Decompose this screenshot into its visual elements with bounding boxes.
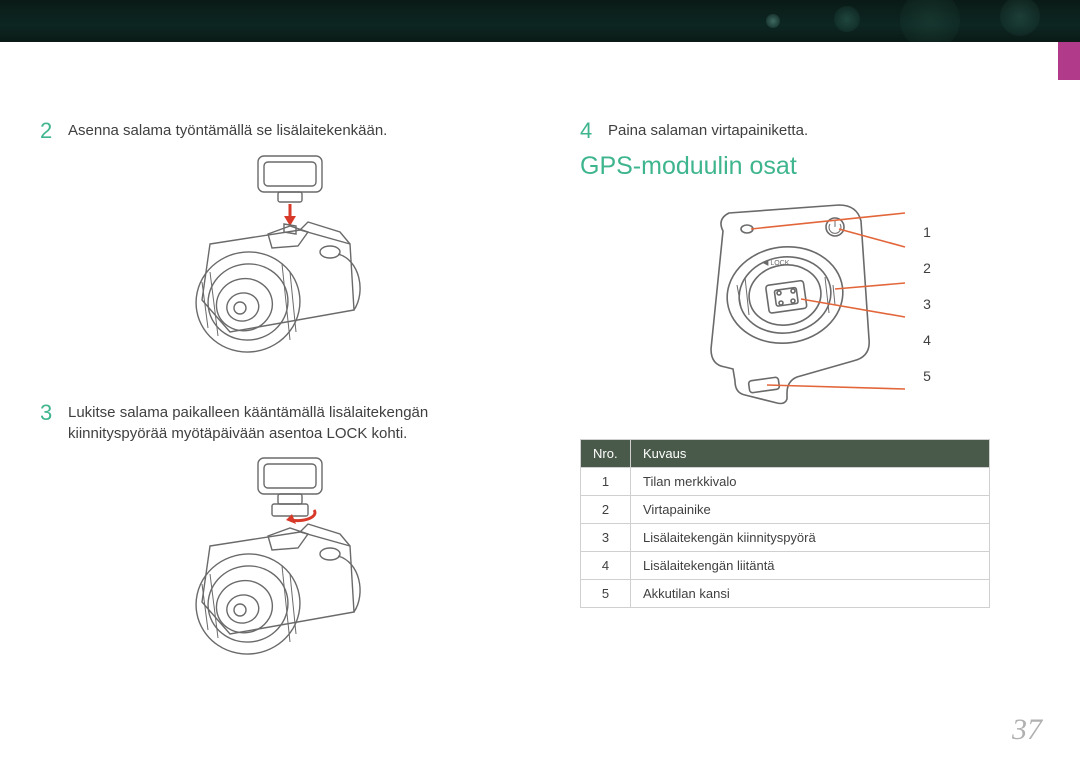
callout-num: 3 xyxy=(923,296,931,312)
gps-diagram: ◀ LOCK 1 xyxy=(580,199,1040,409)
step-text: Lukitse salama paikalleen kääntämällä li… xyxy=(68,402,500,444)
step-text: Asenna salama työntämällä se lisälaiteke… xyxy=(68,120,387,141)
step-4: 4 Paina salaman virtapainiketta. xyxy=(580,120,1040,142)
table-header-cell: Nro. xyxy=(581,440,631,468)
bokeh-deco xyxy=(766,14,780,28)
table-row: 2Virtapainike xyxy=(581,496,990,524)
table-row: 5Akkutilan kansi xyxy=(581,580,990,608)
bokeh-deco xyxy=(900,0,960,42)
table-row: 3Lisälaitekengän kiinnityspyörä xyxy=(581,524,990,552)
table-header-cell: Kuvaus xyxy=(631,440,990,468)
table-row: 1Tilan merkkivalo xyxy=(581,468,990,496)
callout-num: 5 xyxy=(923,368,931,384)
section-title: GPS-moduulin osat xyxy=(580,152,1040,181)
right-column: 4 Paina salaman virtapainiketta. GPS-mod… xyxy=(540,100,1080,765)
content-area: 2 Asenna salama työntämällä se lisälaite… xyxy=(0,100,1080,765)
svg-text:◀ LOCK: ◀ LOCK xyxy=(763,260,790,267)
illustration-camera-2 xyxy=(40,454,500,674)
callout-num: 1 xyxy=(923,224,931,240)
parts-table: Nro. Kuvaus 1Tilan merkkivalo 2Virtapain… xyxy=(580,439,990,608)
step-2: 2 Asenna salama työntämällä se lisälaite… xyxy=(40,120,500,142)
illustration-camera-1 xyxy=(40,152,500,372)
step-number: 2 xyxy=(40,120,58,142)
callout-num: 4 xyxy=(923,332,931,348)
table-row: 4Lisälaitekengän liitäntä xyxy=(581,552,990,580)
step-text: Paina salaman virtapainiketta. xyxy=(608,120,808,141)
step-number: 4 xyxy=(580,120,598,142)
step-3: 3 Lukitse salama paikalleen kääntämällä … xyxy=(40,402,500,444)
header-bar: Kamera > Lisävarusteet xyxy=(0,0,1080,42)
accent-sidebar xyxy=(1058,42,1080,80)
left-column: 2 Asenna salama työntämällä se lisälaite… xyxy=(0,100,540,765)
table-header-row: Nro. Kuvaus xyxy=(581,440,990,468)
callout-numbers: 1 2 3 4 5 xyxy=(923,224,931,384)
bokeh-deco xyxy=(1000,0,1040,36)
page-number: 37 xyxy=(1012,713,1042,747)
bokeh-deco xyxy=(834,6,860,32)
callout-num: 2 xyxy=(923,260,931,276)
step-number: 3 xyxy=(40,402,58,424)
